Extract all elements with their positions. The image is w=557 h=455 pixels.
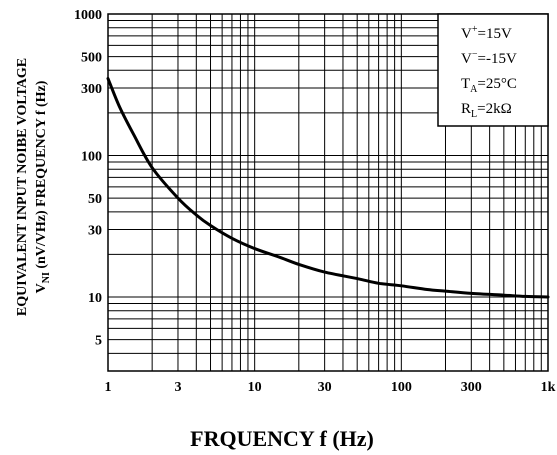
y-tick-label: 500	[81, 51, 102, 66]
x-tick-label: 1k	[541, 380, 556, 395]
conditions-box-frame	[437, 13, 549, 127]
condition-line: V+=15V	[461, 24, 512, 42]
condition-line: V−=-15V	[461, 49, 517, 67]
y-tick-label: 100	[81, 150, 102, 165]
plot-frame	[107, 13, 549, 372]
x-tick-labels: 1 3 10 30 100 300 1k	[105, 380, 556, 395]
y-axis-label-line1: EQUIVALENT INPUT NOIBE VOLTAGE	[15, 58, 30, 316]
x-tick-label: 300	[461, 380, 482, 395]
condition-line: TA=25°C	[461, 76, 517, 95]
x-tick-label: 3	[174, 380, 181, 395]
x-axis-label: FRQUENCY f (Hz)	[190, 426, 374, 451]
conditions-box: V+=15V V−=-15V TA=25°C RL=2kΩ	[437, 13, 549, 127]
y-tick-label: 30	[88, 223, 102, 238]
x-tick-label: 1	[105, 380, 112, 395]
x-tick-label: 100	[391, 380, 412, 395]
condition-line: RL=2kΩ	[461, 101, 512, 120]
y-tick-label: 300	[81, 82, 102, 97]
y-axis-label-line2: VNI (nV/VHz) FREQUENCY f (Hz)	[34, 80, 52, 293]
y-tick-labels: 5 10 30 50 100 300 500 1000	[74, 8, 102, 349]
x-tick-label: 30	[318, 380, 332, 395]
y-tick-label: 5	[95, 334, 102, 349]
noise-curve	[106, 77, 550, 299]
y-tick-label: 50	[88, 192, 102, 207]
y-tick-label: 10	[88, 291, 102, 306]
curve-layer	[106, 77, 550, 299]
y-tick-label: 1000	[74, 8, 102, 23]
x-tick-label: 10	[248, 380, 262, 395]
